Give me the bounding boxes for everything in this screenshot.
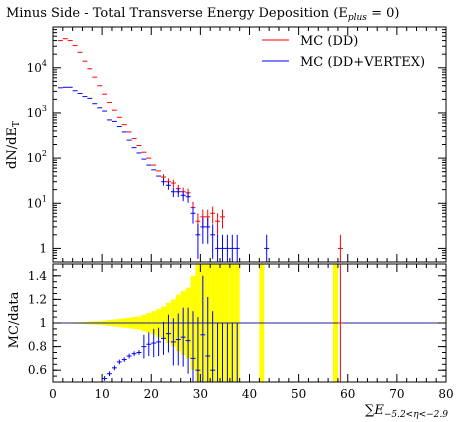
- x-tick-label: 80: [438, 387, 453, 401]
- ratio-y-label: MC/data: [7, 291, 22, 348]
- x-tick-label: 30: [193, 387, 208, 401]
- x-tick-label: 40: [242, 387, 257, 401]
- main-panel: 1 101 102 103 104: [27, 26, 447, 263]
- ratio-y-tick-label: 1.2: [28, 292, 47, 306]
- ratio-y-tick-label: 1.4: [28, 269, 47, 283]
- ratio-panel: 0.6 0.8 1 1.2 1.4: [28, 263, 447, 383]
- x-tick-label: 20: [144, 387, 159, 401]
- main-y-tick-label: 1: [39, 241, 47, 255]
- ratio-y-tick-label: 0.8: [28, 340, 47, 354]
- main-y-label: dN/dET: [5, 121, 22, 169]
- x-tick-label: 70: [389, 387, 404, 401]
- ratio-y-tick-label: 1: [39, 316, 47, 330]
- main-y-tick-label: 104: [27, 59, 47, 75]
- x-tick-label: 50: [291, 387, 306, 401]
- x-tick-label: 60: [340, 387, 355, 401]
- x-axis: 0 10 20 30 40 50 60 70 80: [49, 27, 454, 401]
- legend-label-ddv: MC (DD+VERTEX): [300, 55, 425, 70]
- ratio-y-tick-label: 0.6: [28, 363, 47, 377]
- main-points: [57, 38, 343, 262]
- x-tick-label: 10: [94, 387, 109, 401]
- ratio-points: [102, 264, 343, 382]
- main-y-tick-label: 101: [27, 194, 47, 210]
- legend: MC (DD) MC (DD+VERTEX): [262, 34, 425, 70]
- x-axis-label: ∑E−5.2<η<−2.9: [365, 403, 448, 420]
- legend-label-dd: MC (DD): [300, 34, 358, 49]
- chart-title: Minus Side - Total Transverse Energy Dep…: [6, 6, 399, 23]
- main-y-tick-label: 103: [27, 104, 47, 120]
- x-tick-label: 0: [49, 387, 57, 401]
- main-y-tick-label: 102: [27, 149, 47, 165]
